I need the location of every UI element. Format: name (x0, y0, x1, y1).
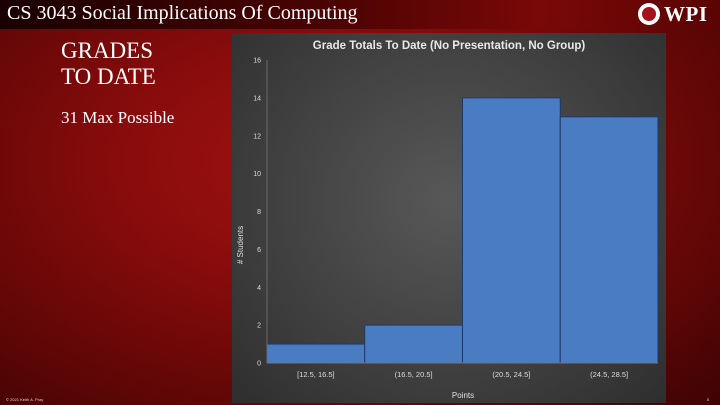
max-possible-text: 31 Max Possible (61, 108, 175, 127)
wpi-seal-icon (638, 3, 660, 25)
histogram-bar (559, 116, 659, 364)
y-tick-label: 10 (253, 171, 261, 178)
y-tick-label: 4 (257, 285, 261, 292)
slide-heading-line1: GRADES (61, 38, 154, 63)
slide-heading-line2: TO DATE (61, 64, 156, 89)
x-tick-label: (16.5, 20.5] (395, 370, 433, 379)
slide-heading: GRADES TO DATE (61, 38, 231, 90)
x-axis-label: Points (452, 391, 474, 400)
y-tick-label: 0 (257, 361, 261, 368)
y-tick-label: 16 (253, 58, 261, 65)
histogram-bar (364, 324, 463, 364)
y-tick-label: 14 (253, 95, 261, 102)
course-title: CS 3043 Social Implications Of Computing (7, 2, 358, 24)
histogram-bar (462, 97, 561, 364)
wpi-logo-text: WPI (664, 1, 708, 26)
page-number: 5 (707, 397, 710, 402)
x-tick-label: [12.5, 16.5] (297, 370, 335, 379)
footer-copyright: © 2021 Keith A. Pray (6, 397, 44, 402)
x-tick-label: (24.5, 28.5] (590, 370, 628, 379)
title-bar: CS 3043 Social Implications Of Computing… (0, 0, 720, 29)
y-tick-label: 2 (257, 323, 261, 330)
y-axis-label: # Students (236, 226, 245, 264)
y-tick-label: 8 (257, 209, 261, 216)
x-tick-label: (20.5, 24.5] (492, 370, 530, 379)
wpi-logo: WPI (638, 2, 708, 26)
chart-title: Grade Totals To Date (No Presentation, N… (313, 40, 586, 52)
histogram-chart: Grade Totals To Date (No Presentation, N… (236, 40, 659, 400)
y-tick-label: 6 (257, 247, 261, 254)
chart-panel: Grade Totals To Date (No Presentation, N… (232, 33, 666, 403)
y-tick-label: 12 (253, 133, 261, 140)
histogram-bar (266, 343, 366, 364)
